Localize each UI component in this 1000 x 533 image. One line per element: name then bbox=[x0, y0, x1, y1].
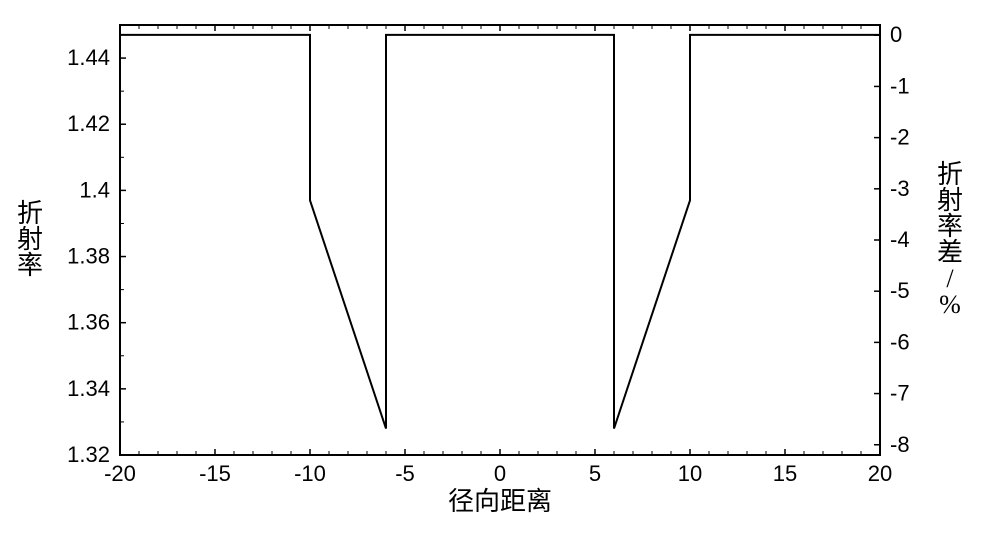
chart-svg: -2 0 -15 -10 -5 0 5 10 15 20 径向距离 1.32 1.34 1.36 1.38 1… bbox=[0, 0, 1000, 533]
y1-tick-label: 1.42 bbox=[67, 111, 110, 136]
y2-tick-label: -2 bbox=[890, 125, 910, 150]
y2-tick-label: -6 bbox=[890, 329, 910, 354]
y2-tick-label: -5 bbox=[890, 278, 910, 303]
x-tick-label: 15 bbox=[773, 461, 797, 486]
y2-axis-label: 射 bbox=[937, 186, 963, 215]
y1-tick-label: 1.38 bbox=[67, 244, 110, 269]
x-tick-label: -10 bbox=[294, 461, 326, 486]
y1-tick-label: 1.44 bbox=[67, 45, 110, 70]
x-tick-label: 20 bbox=[868, 461, 892, 486]
x-tick-label: -15 bbox=[199, 461, 231, 486]
y2-axis-label: 率 bbox=[937, 212, 963, 241]
x-axis-label: 径向距离 bbox=[448, 487, 552, 516]
y1-tick-label: 1.36 bbox=[67, 310, 110, 335]
y2-axis-label: % bbox=[939, 290, 961, 319]
y1-axis-label: 率 bbox=[17, 251, 43, 280]
y2-axis-label: / bbox=[946, 264, 954, 293]
x-tick-label: -5 bbox=[395, 461, 415, 486]
y2-axis-label: 差 bbox=[937, 238, 963, 267]
y2-tick-label: -4 bbox=[890, 227, 910, 252]
y2-tick-label: -3 bbox=[890, 176, 910, 201]
x-tick-label: 5 bbox=[589, 461, 601, 486]
x-tick-label: 0 bbox=[494, 461, 506, 486]
y2-tick-label: -8 bbox=[890, 432, 910, 457]
y2-tick-label: -7 bbox=[890, 381, 910, 406]
chart-container: -2 0 -15 -10 -5 0 5 10 15 20 径向距离 1.32 1.34 1.36 1.38 1… bbox=[0, 0, 1000, 533]
y1-axis-label: 折 bbox=[17, 199, 43, 228]
y2-tick-label: -1 bbox=[890, 73, 910, 98]
y1-tick-label: 1.32 bbox=[67, 442, 110, 467]
y1-tick-label: 1.34 bbox=[67, 376, 110, 401]
y2-axis-label: 折 bbox=[937, 160, 963, 189]
x-tick-label: 10 bbox=[678, 461, 702, 486]
y1-tick-label: 1.4 bbox=[79, 177, 110, 202]
y1-axis-label: 射 bbox=[17, 225, 43, 254]
y2-tick-label: 0 bbox=[890, 22, 902, 47]
